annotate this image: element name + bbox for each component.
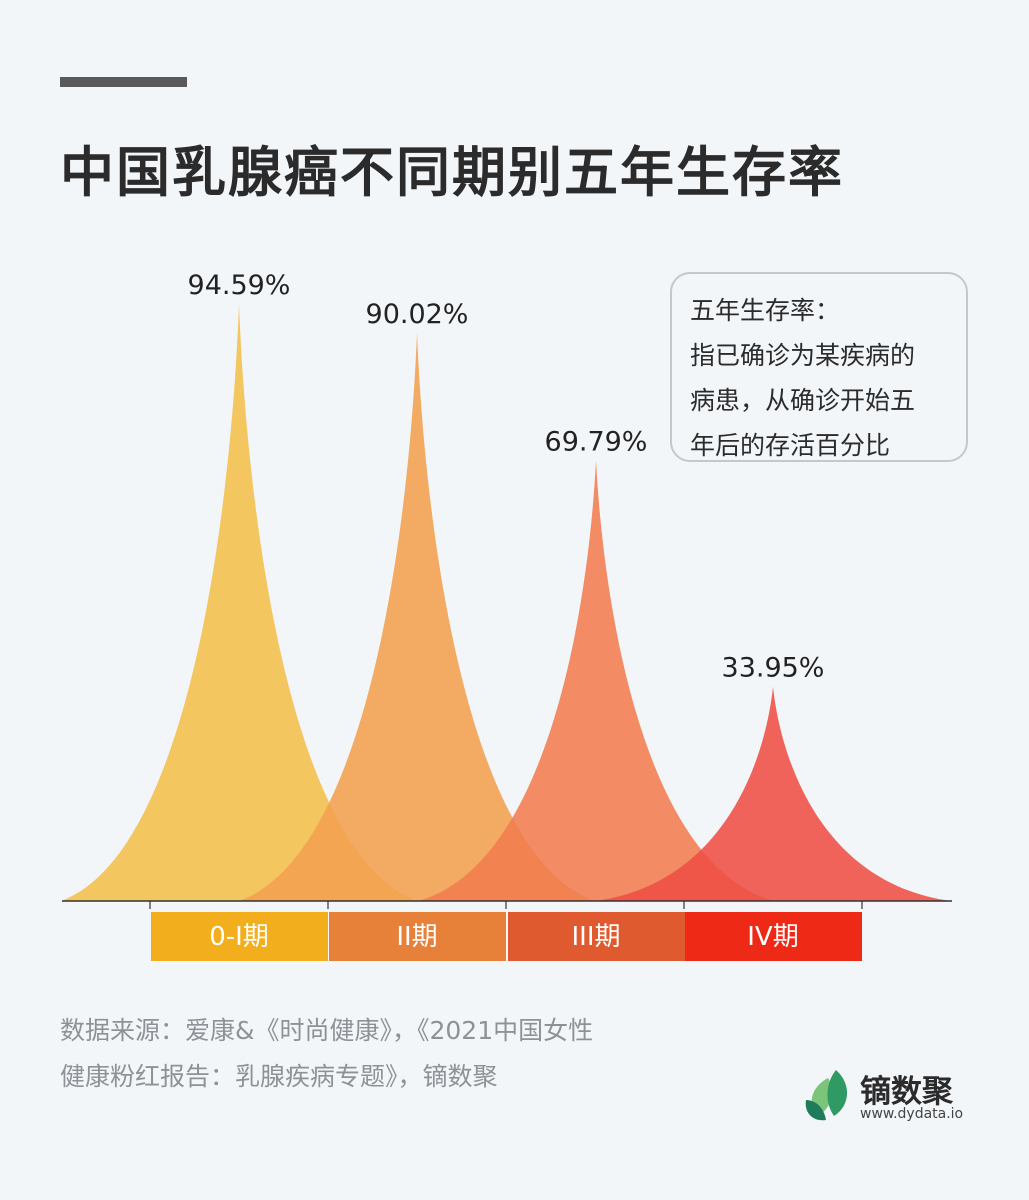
survival-peak — [595, 686, 951, 901]
value-label: 94.59% — [188, 270, 291, 301]
page-title: 中国乳腺癌不同期别五年生存率 — [60, 141, 844, 204]
note-line: 五年生存率： — [690, 296, 841, 325]
category-band — [151, 912, 328, 961]
value-label: 33.95% — [722, 653, 825, 684]
note-line: 年后的存活百分比 — [690, 431, 891, 460]
category-band — [329, 912, 506, 961]
survival-chart: 0-I期 II期 III期 IV期 94.59% 90.02% 69.79% 33.95% — [61, 270, 952, 961]
category-label: 0-I期 — [209, 922, 269, 952]
source-line: 健康粉红报告：乳腺疾病专题》，镝数聚 — [60, 1062, 498, 1091]
value-label: 90.02% — [366, 299, 469, 330]
title-accent-bar — [60, 77, 187, 87]
leaf-logo-icon — [805, 1070, 848, 1121]
logo-url: www.dydata.io — [860, 1106, 964, 1122]
survival-peak — [418, 460, 774, 901]
logo-name: 镝数聚 — [860, 1074, 953, 1110]
definition-note: 五年生存率： 指已确诊为某疾病的 病患，从确诊开始五 年后的存活百分比 — [670, 272, 968, 462]
value-label: 69.79% — [545, 427, 648, 458]
category-label: III期 — [571, 922, 620, 952]
category-band — [508, 912, 685, 961]
data-source: 数据来源：爱康&《时尚健康》，《2021中国女性 健康粉红报告：乳腺疾病专题》，… — [60, 1008, 593, 1100]
survival-peak — [61, 304, 417, 901]
category-band — [685, 912, 862, 961]
survival-peak — [239, 332, 595, 901]
category-label: IV期 — [747, 922, 798, 952]
category-label: II期 — [396, 922, 437, 952]
note-line: 病患，从确诊开始五 — [690, 386, 916, 415]
brand-logo: 镝数聚 www.dydata.io — [802, 1064, 972, 1124]
note-line: 指已确诊为某疾病的 — [690, 341, 916, 370]
source-line: 数据来源：爱康&《时尚健康》，《2021中国女性 — [60, 1016, 594, 1045]
